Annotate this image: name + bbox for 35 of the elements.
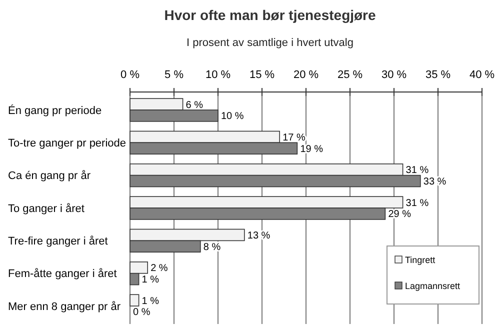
x-tick-label: 0 % <box>120 69 140 81</box>
data-label: 1 % <box>142 296 160 307</box>
data-label: 31 % <box>406 198 429 209</box>
y-tick-label: To-tre ganger pr periode <box>8 138 126 150</box>
data-label: 19 % <box>300 144 324 155</box>
data-label: 33 % <box>423 176 446 188</box>
x-tick-label: 35 % <box>425 69 451 81</box>
y-tick-label: Tre-fire ganger i året <box>8 236 108 248</box>
x-tick-label: 20 % <box>293 69 319 81</box>
data-label: 13 % <box>247 230 270 242</box>
y-tick-label: To ganger i året <box>8 202 84 215</box>
y-tick-label: Ca én gang pr år <box>8 170 91 182</box>
x-tick-label: 5 % <box>164 69 184 81</box>
data-label: 1 % <box>142 274 160 286</box>
legend-label: Lagmannsrett <box>405 281 461 292</box>
data-label: 6 % <box>186 100 204 111</box>
y-tick-label: Fem-åtte ganger i året <box>8 268 117 280</box>
data-label: 31 % <box>406 165 429 176</box>
data-label: 2 % <box>150 263 168 274</box>
legend-label: Tingrett <box>405 255 436 266</box>
data-label: 29 % <box>388 209 412 220</box>
data-label: 10 % <box>221 111 244 122</box>
x-tick-label: 15 % <box>249 69 275 81</box>
y-tick-label: Én gang pr periode <box>8 104 102 117</box>
x-tick-label: 25 % <box>337 69 363 81</box>
x-tick-label: 40 % <box>469 69 495 81</box>
y-tick-label: Mer enn 8 ganger pr år <box>8 300 121 313</box>
chart-title: Hvor ofte man bør tjenestegjøre <box>164 7 376 23</box>
bar <box>130 294 140 306</box>
data-label: 0 % <box>133 307 150 318</box>
x-tick-label: 10 % <box>205 69 231 81</box>
chart-subtitle: I prosent av samtlige i hvert utvalg <box>186 37 354 49</box>
data-label: 17 % <box>282 132 306 144</box>
x-tick-label: 30 % <box>381 69 407 81</box>
data-label: 8 % <box>203 242 221 253</box>
